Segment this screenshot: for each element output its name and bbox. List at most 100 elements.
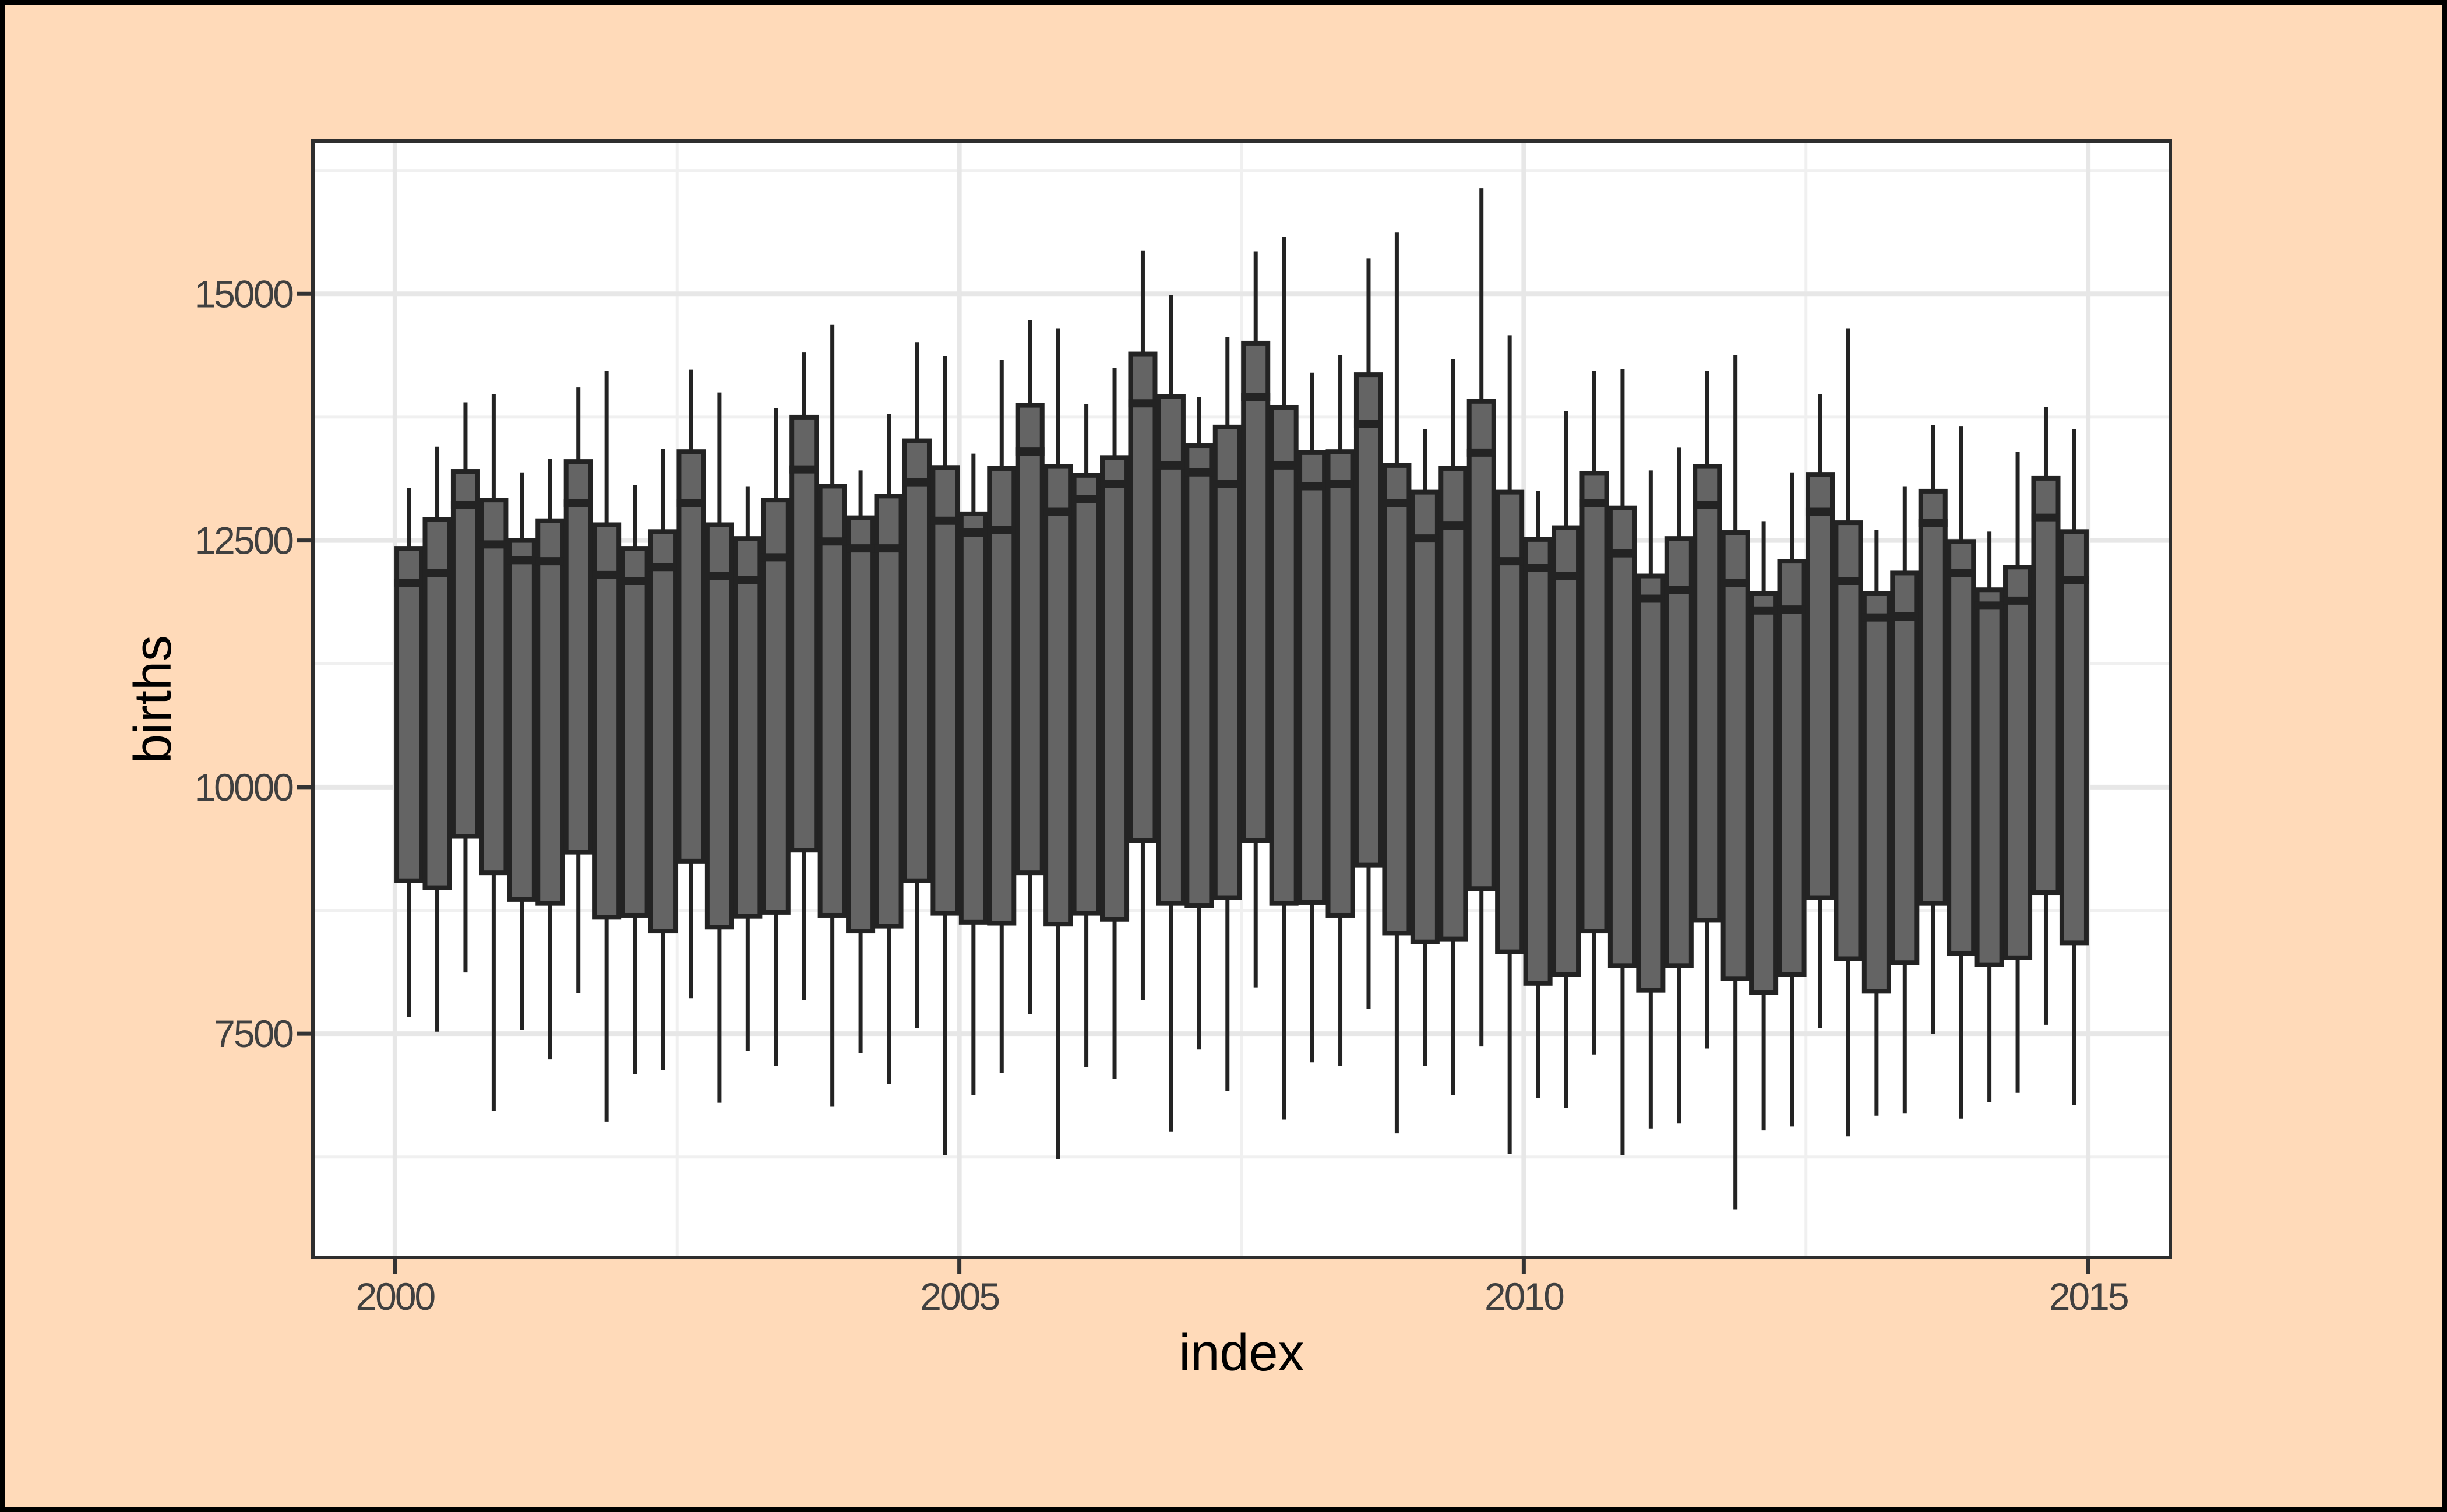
boxplot-2010-q1: [1523, 491, 1553, 1098]
boxplot-2008-q2: [1325, 355, 1355, 1067]
boxplot-2003-q2: [761, 408, 791, 1067]
box-iqr: [1552, 525, 1581, 977]
boxplot-2004-q4: [930, 355, 960, 1155]
boxplot-2002-q2: [648, 449, 678, 1070]
box-iqr: [1664, 536, 1694, 968]
box-iqr: [789, 414, 819, 853]
boxplot-2004-q1: [846, 470, 876, 1054]
boxplot-2003-q3: [789, 352, 819, 1000]
boxplot-2001-q2: [535, 459, 565, 1060]
boxplot-2008-q4: [1382, 232, 1412, 1134]
box-iqr: [1466, 399, 1496, 891]
boxplot-2001-q4: [592, 371, 622, 1122]
boxplot-2013-q3: [1918, 425, 1948, 1034]
boxplot-2007-q3: [1241, 251, 1271, 988]
boxplot-2001-q1: [507, 472, 537, 1030]
boxplot-2010-q4: [1607, 368, 1637, 1155]
box-iqr: [1410, 489, 1440, 944]
boxplot-2004-q3: [902, 342, 932, 1028]
box-iqr: [1212, 424, 1242, 900]
box-iqr: [1184, 443, 1214, 908]
boxplot-2011-q4: [1720, 355, 1750, 1210]
boxplot-2000-q1: [394, 488, 424, 1017]
box-iqr: [1156, 394, 1186, 906]
box-iqr: [592, 522, 622, 920]
box-iqr: [1890, 570, 1920, 965]
box-iqr: [1805, 472, 1835, 900]
box-iqr: [1607, 505, 1637, 968]
boxplot-2011-q2: [1664, 447, 1694, 1124]
boxplot-2006-q2: [1100, 368, 1130, 1080]
boxplot-2014-q2: [2003, 452, 2033, 1093]
boxplot-2007-q4: [1269, 237, 1299, 1120]
box-iqr: [1523, 537, 1553, 986]
boxplot-2011-q1: [1636, 470, 1666, 1129]
box-iqr: [1636, 573, 1666, 993]
box-iqr: [902, 438, 932, 883]
box-iqr: [394, 546, 424, 883]
box-iqr: [620, 546, 650, 918]
boxplot-2000-q2: [422, 446, 452, 1032]
box-iqr: [987, 466, 1017, 926]
boxplot-2014-q4: [2059, 429, 2089, 1105]
x-axis-title: index: [1179, 1324, 1304, 1382]
box-iqr: [563, 459, 593, 855]
boxplot-2009-q4: [1495, 335, 1525, 1154]
boxplot-2005-q4: [1043, 328, 1073, 1159]
boxplot-2007-q2: [1212, 337, 1242, 1091]
boxplot-2011-q3: [1693, 371, 1722, 1049]
boxplot-2012-q1: [1749, 521, 1779, 1131]
x-tick-label: 2000: [355, 1275, 435, 1318]
boxplot-2002-q4: [704, 392, 734, 1103]
boxplots: [394, 188, 2089, 1210]
y-tick-label: 12500: [194, 519, 293, 562]
box-iqr: [1382, 463, 1412, 936]
box-iqr: [704, 522, 734, 930]
boxplot-2012-q3: [1805, 394, 1835, 1028]
box-iqr: [1071, 473, 1101, 916]
x-tick-label: 2015: [2049, 1275, 2128, 1318]
box-iqr: [1749, 591, 1779, 995]
box-iqr: [846, 515, 876, 934]
box-iqr: [1693, 464, 1722, 923]
box-iqr: [1043, 464, 1073, 927]
boxplot-2000-q4: [479, 394, 509, 1111]
boxplot-2006-q3: [1128, 250, 1158, 1000]
boxplot-2009-q3: [1466, 188, 1496, 1047]
boxplot-2008-q3: [1353, 258, 1383, 1009]
box-iqr: [1974, 587, 2004, 967]
box-iqr: [930, 465, 960, 916]
box-iqr: [1438, 466, 1468, 942]
panel-border: [311, 139, 2172, 1259]
box-iqr: [648, 529, 678, 934]
axes: 2000 2005 2010 2015 7500 10000 12500 15000: [194, 272, 2129, 1318]
box-iqr: [1128, 351, 1158, 843]
box-iqr: [479, 498, 509, 876]
y-tick-label: 7500: [214, 1012, 293, 1055]
y-tick-label: 15000: [194, 272, 293, 315]
box-iqr: [1353, 372, 1383, 868]
boxplot-2008-q1: [1297, 372, 1327, 1063]
box-iqr: [1495, 489, 1525, 954]
box-iqr: [2031, 475, 2061, 896]
boxplot-2002-q1: [620, 485, 650, 1074]
box-iqr: [1947, 539, 1976, 957]
box-iqr: [1720, 530, 1750, 981]
box-iqr: [958, 511, 988, 925]
boxplot-2014-q1: [1974, 531, 2004, 1102]
box-iqr: [422, 517, 452, 890]
box-iqr: [450, 469, 480, 839]
box-iqr: [1269, 404, 1299, 906]
box-iqr: [2003, 565, 2033, 960]
boxplot-2013-q2: [1890, 486, 1920, 1114]
x-tick-label: 2010: [1485, 1275, 1564, 1318]
boxplot-2013-q1: [1861, 529, 1891, 1116]
box-iqr: [1918, 488, 1948, 906]
boxplot-2005-q1: [958, 453, 988, 1095]
boxplot-2010-q2: [1552, 411, 1581, 1108]
boxplot-2001-q3: [563, 387, 593, 993]
box-iqr: [874, 494, 904, 929]
boxplot-2000-q3: [450, 402, 480, 973]
boxplot-2014-q3: [2031, 407, 2061, 1025]
